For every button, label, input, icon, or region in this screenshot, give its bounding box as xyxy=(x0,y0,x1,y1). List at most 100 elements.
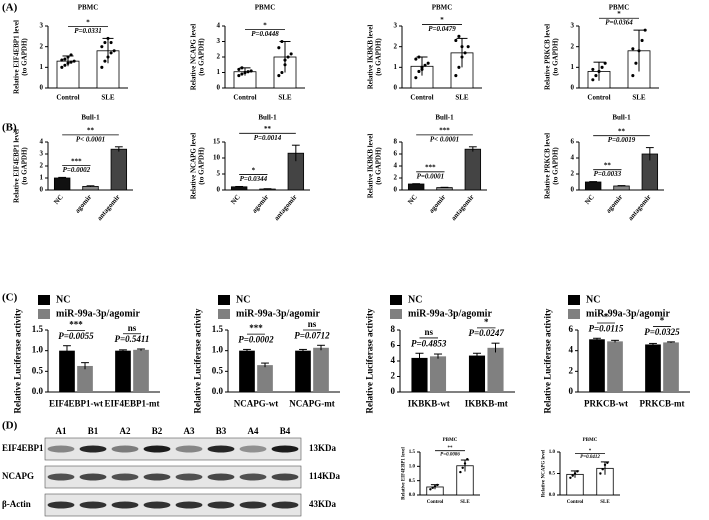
bar xyxy=(77,365,93,392)
data-point xyxy=(637,49,641,53)
bar xyxy=(468,355,486,392)
data-point xyxy=(466,457,469,461)
data-point xyxy=(433,485,437,488)
y-tick-label: 4 xyxy=(569,345,574,355)
data-point xyxy=(286,55,290,59)
p-value: P=0.0086 xyxy=(440,452,460,457)
blot-band xyxy=(207,473,235,481)
p-value: P=0.0001 xyxy=(417,172,445,180)
y-tick-label: 0.0 xyxy=(212,386,224,396)
y-tick-label: 3 xyxy=(217,37,221,45)
significance-stars: *** xyxy=(69,320,83,330)
y-tick-label: 3 xyxy=(40,22,44,30)
data-point xyxy=(106,36,110,40)
blot-band xyxy=(239,501,267,509)
data-point xyxy=(109,40,113,45)
y-tick-label: 4 xyxy=(571,154,575,162)
bar xyxy=(53,177,71,191)
data-point xyxy=(466,45,470,49)
significance-stars: * xyxy=(660,316,665,326)
x-tick-label: antagomir xyxy=(626,193,652,222)
y-tick-label: 0.5 xyxy=(409,479,416,484)
data-point xyxy=(601,468,604,471)
blot-band xyxy=(47,473,75,481)
y-tick-label: 0 xyxy=(571,84,575,92)
significance-stars: ** xyxy=(618,127,626,135)
panel-label: (B) xyxy=(2,122,17,134)
p-value: P=0.0019 xyxy=(608,136,636,144)
blot-strip xyxy=(44,465,302,489)
significance-stars: ** xyxy=(264,125,272,133)
p-value: P=0.0002 xyxy=(238,334,274,344)
data-point xyxy=(237,74,241,78)
x-tick-label: SLE xyxy=(278,93,292,101)
blot-band xyxy=(175,445,203,453)
blot-row-label: β-Actin xyxy=(2,499,31,509)
blot-band xyxy=(271,473,299,481)
data-point xyxy=(463,51,467,55)
data-point xyxy=(414,76,418,80)
data-point xyxy=(277,74,281,78)
data-point xyxy=(423,63,427,67)
data-point xyxy=(634,61,638,65)
p-value: P=0.0055 xyxy=(58,331,94,341)
blot-band xyxy=(79,445,107,453)
x-tick-label: agomir xyxy=(250,193,270,215)
x-tick-label: NC xyxy=(229,193,242,206)
bar xyxy=(115,350,131,392)
p-value: P< 0.0001 xyxy=(430,135,459,143)
x-tick-label: EIF4EBP1-wt xyxy=(49,399,103,409)
blot-band xyxy=(207,501,235,509)
data-point xyxy=(460,45,464,49)
bar xyxy=(133,349,149,392)
data-point xyxy=(606,461,609,464)
y-tick-label: 2 xyxy=(40,162,44,170)
y-tick-label: 0 xyxy=(391,386,396,396)
y-tick-label: 1.0 xyxy=(549,450,556,455)
y-tick-label: 0.0 xyxy=(549,493,556,498)
data-point xyxy=(283,58,287,62)
data-point xyxy=(457,65,461,69)
bar xyxy=(645,344,661,392)
p-value: P=0.0002 xyxy=(63,166,91,174)
significance-stars: * xyxy=(604,312,609,322)
y-tick-label: 0 xyxy=(394,186,398,194)
significance-stars: * xyxy=(589,449,592,454)
bar xyxy=(407,183,425,191)
y-tick-label: 8 xyxy=(394,138,398,146)
x-tick-label: antagomir xyxy=(449,193,475,222)
significance-stars: ** xyxy=(448,446,454,451)
panel-label: (D) xyxy=(2,420,18,432)
bar xyxy=(464,148,482,191)
data-point xyxy=(60,65,64,69)
data-point xyxy=(429,488,432,491)
blot-row-label: NCAPG xyxy=(2,471,34,481)
p-value: P=0.0344 xyxy=(240,175,268,183)
blot-strip xyxy=(44,437,302,461)
y-tick-label: 2 xyxy=(394,42,398,50)
chart-title: Bull-1 xyxy=(612,114,631,122)
data-point xyxy=(600,65,604,69)
blot-band xyxy=(143,473,171,481)
y-axis-label: Relative Luciferase activity xyxy=(192,308,202,413)
significance-stars: * xyxy=(617,10,621,18)
legend-swatch xyxy=(390,295,402,305)
chart-title: PBMC xyxy=(583,438,598,443)
data-point xyxy=(240,66,244,70)
x-tick-label: Control xyxy=(427,500,444,505)
data-point xyxy=(280,39,284,44)
p-value: P=0.0033 xyxy=(594,170,622,178)
data-point xyxy=(243,70,247,75)
significance-stars: * xyxy=(484,317,489,327)
data-point xyxy=(72,59,76,63)
bar xyxy=(411,357,428,392)
data-point xyxy=(426,61,430,65)
data-point xyxy=(277,46,281,50)
data-point xyxy=(461,466,464,469)
x-tick-label: SLE xyxy=(460,500,470,505)
data-point xyxy=(414,57,418,61)
data-point xyxy=(100,65,104,69)
data-point xyxy=(576,470,579,473)
bar xyxy=(589,339,605,392)
legend-label: NC xyxy=(236,294,250,305)
